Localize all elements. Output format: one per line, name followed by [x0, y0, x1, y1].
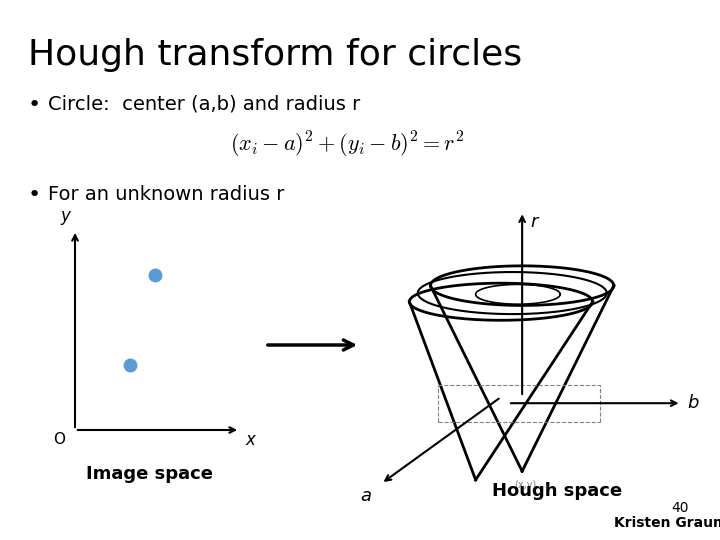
Text: Image space: Image space — [86, 465, 214, 483]
Text: $(x_i - a)^2 + (y_i - b)^2 = r^2$: $(x_i - a)^2 + (y_i - b)^2 = r^2$ — [230, 130, 464, 160]
Text: •: • — [28, 95, 41, 115]
Text: For an unknown radius r: For an unknown radius r — [48, 185, 284, 204]
Text: Hough space: Hough space — [492, 482, 623, 500]
Text: x: x — [245, 431, 255, 449]
Text: •: • — [28, 185, 41, 205]
Text: 40: 40 — [671, 501, 689, 515]
Text: (x,y): (x,y) — [514, 480, 536, 490]
Text: a: a — [360, 487, 372, 505]
Text: b: b — [687, 394, 698, 412]
Text: Kristen Grauman: Kristen Grauman — [613, 516, 720, 530]
Text: Hough transform for circles: Hough transform for circles — [28, 38, 522, 72]
Text: y: y — [60, 207, 70, 225]
Text: O: O — [53, 432, 65, 447]
Text: r: r — [531, 213, 538, 231]
Text: Circle:  center (a,b) and radius r: Circle: center (a,b) and radius r — [48, 95, 360, 114]
